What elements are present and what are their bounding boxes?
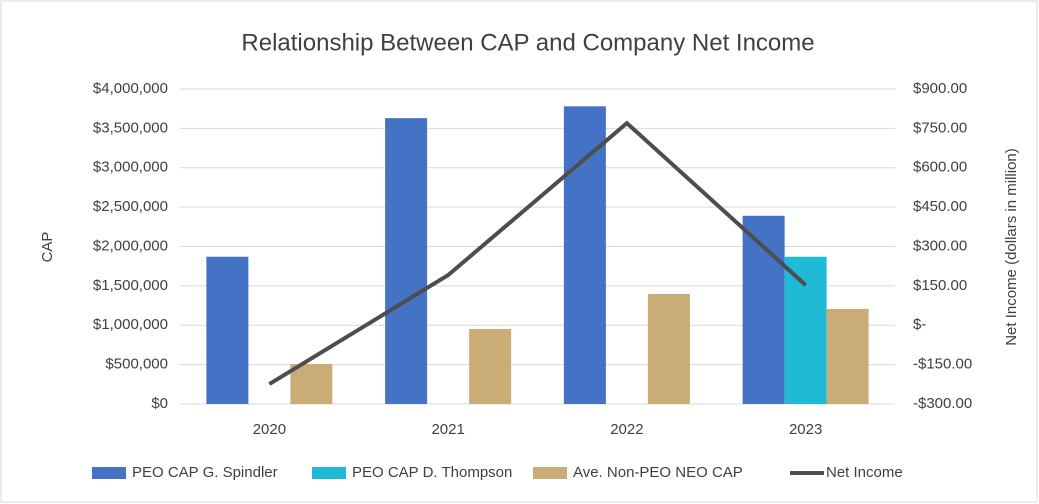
y2-tick-label: $900.00	[913, 80, 967, 97]
legend-swatch	[312, 467, 346, 479]
y2-tick-label: $150.00	[913, 277, 967, 294]
legend-label: Ave. Non-PEO NEO CAP	[573, 464, 743, 481]
bar	[563, 106, 606, 404]
y-tick-label: $3,000,000	[93, 159, 168, 176]
legend-label: Net Income	[826, 464, 903, 481]
x-tick-label: 2022	[610, 421, 643, 438]
y-tick-label: $2,500,000	[93, 198, 168, 215]
x-tick-label: 2021	[431, 421, 464, 438]
chart-title: Relationship Between CAP and Company Net…	[241, 29, 814, 56]
y-tick-label: $2,000,000	[93, 237, 168, 254]
y-tick-label: $1,000,000	[93, 316, 168, 333]
y-tick-label: $4,000,000	[93, 80, 168, 97]
y-tick-label: $0	[151, 395, 168, 412]
line	[268, 120, 807, 386]
bar	[385, 118, 428, 404]
y2-axis-title: Net Income (dollars in million)	[1003, 148, 1020, 346]
y2-tick-label: $450.00	[913, 198, 967, 215]
bar	[826, 309, 869, 404]
legend-swatch	[533, 467, 567, 479]
y2-tick-label: $750.00	[913, 119, 967, 136]
y2-tick-label: -$150.00	[913, 356, 972, 373]
bar	[647, 293, 690, 404]
legend-label: PEO CAP G. Spindler	[132, 464, 278, 481]
y2-tick-label: -$300.00	[913, 395, 972, 412]
y-tick-label: $500,000	[105, 356, 168, 373]
legend-label: PEO CAP D. Thompson	[352, 464, 512, 481]
legend-swatch	[92, 467, 126, 479]
y-tick-label: $3,500,000	[93, 119, 168, 136]
bar	[206, 256, 249, 404]
x-tick-label: 2020	[253, 421, 286, 438]
x-tick-label: 2023	[789, 421, 822, 438]
bar	[469, 329, 512, 404]
y2-tick-label: $600.00	[913, 159, 967, 176]
y2-tick-label: $-	[913, 316, 926, 333]
y2-tick-label: $300.00	[913, 237, 967, 254]
bar	[290, 363, 333, 404]
bar	[742, 215, 785, 404]
bar	[784, 256, 827, 404]
y-tick-label: $1,500,000	[93, 277, 168, 294]
y-axis-title: CAP	[39, 232, 56, 263]
